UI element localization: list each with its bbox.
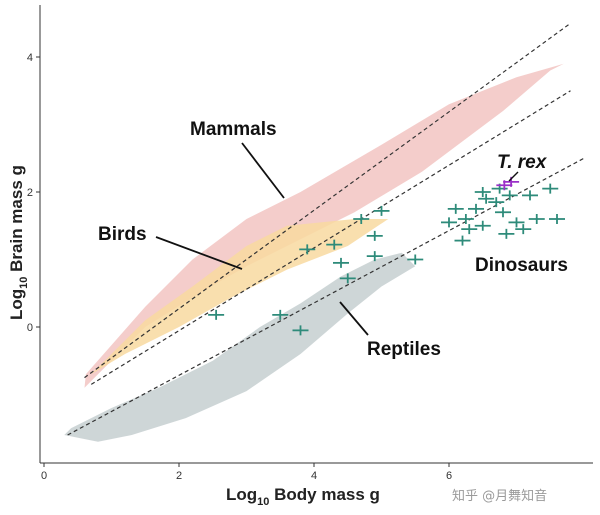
dinosaurs-point-24 [495, 207, 511, 218]
dinosaurs-point-17 [457, 214, 474, 224]
pointer-trex [508, 171, 519, 182]
dinosaurs-point-20 [474, 187, 491, 197]
annotation-trex: T. rex [497, 152, 548, 173]
regression-line-1 [84, 22, 571, 379]
dinosaurs-point-19 [474, 220, 491, 231]
data-points [208, 176, 565, 336]
pointer-mammals [241, 142, 285, 199]
dinosaurs-point-27 [508, 217, 525, 228]
y-tick-label-2: 2 [27, 187, 33, 199]
dinosaurs-point-15 [454, 235, 471, 246]
dinosaurs-point-28 [515, 224, 532, 235]
dinosaurs-point-1 [208, 309, 225, 320]
x-tick-label-0: 0 [41, 470, 47, 482]
x-tick-label-4: 4 [311, 470, 317, 482]
dinosaurs-point-31 [542, 183, 559, 194]
dinosaurs-point-5 [333, 257, 349, 268]
dinosaurs-point-3 [292, 325, 309, 336]
dinosaurs-point-7 [326, 239, 343, 250]
region-reptiles [64, 252, 416, 442]
annotation-reptiles: Reptiles [367, 339, 441, 360]
regression-lines [67, 22, 585, 436]
pointer-birds [155, 236, 243, 270]
dinosaurs-point-25 [498, 228, 515, 239]
dinosaurs-point-4 [299, 244, 316, 255]
dinosaurs-point-30 [528, 214, 545, 224]
watermark: 知乎 @月舞知音 [452, 488, 547, 504]
dinosaurs-point-32 [549, 214, 565, 224]
annotation-mammals: Mammals [190, 119, 277, 140]
annotation-dinosaurs: Dinosaurs [475, 255, 568, 276]
shaded-regions [64, 63, 564, 442]
dinosaurs-point-29 [522, 190, 538, 201]
x-tick-label-2: 2 [176, 470, 182, 482]
dinosaurs-point-6 [339, 273, 356, 284]
dinosaurs-point-21 [478, 193, 495, 204]
y-tick-label-0: 0 [27, 322, 33, 334]
dinosaurs-point-11 [373, 205, 390, 216]
dinosaurs-point-16 [461, 224, 478, 235]
axes: 0 2 4 6 0 2 4 [27, 5, 593, 482]
dinosaurs-point-26 [501, 190, 518, 201]
y-tick-label-4: 4 [27, 52, 33, 64]
x-tick-label-6: 6 [446, 470, 452, 482]
dinosaurs-point-8 [366, 251, 383, 262]
dinosaurs-point-13 [441, 217, 457, 228]
dinosaurs-point-2 [272, 309, 289, 320]
dinosaurs-point-14 [447, 203, 464, 214]
dinosaurs-point-18 [468, 203, 484, 214]
dinosaurs-point-9 [366, 230, 383, 241]
dinosaurs-point-12 [407, 254, 424, 265]
dinosaurs-point-22 [488, 197, 505, 208]
annotation-birds: Birds [98, 224, 147, 245]
pointer-reptiles [339, 301, 369, 336]
x-axis-title: Log10 Body mass g [226, 485, 380, 508]
region-birds [91, 219, 389, 375]
dinosaurs-point-10 [353, 214, 370, 224]
regression-line-2 [90, 90, 571, 385]
